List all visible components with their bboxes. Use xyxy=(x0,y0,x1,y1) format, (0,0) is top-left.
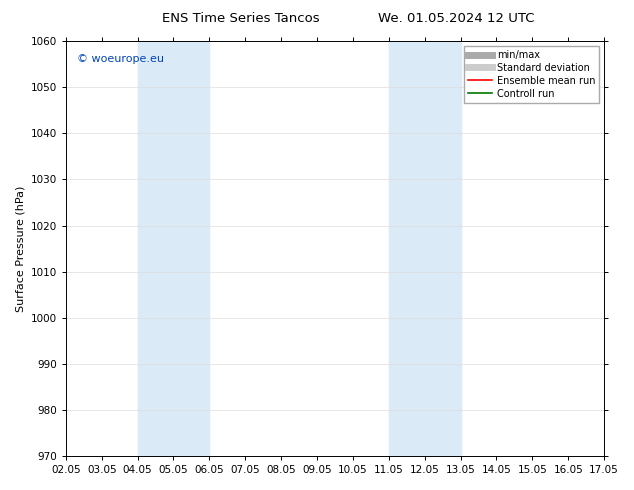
Y-axis label: Surface Pressure (hPa): Surface Pressure (hPa) xyxy=(15,185,25,312)
Bar xyxy=(389,41,460,456)
Bar xyxy=(138,41,209,456)
Text: © woeurope.eu: © woeurope.eu xyxy=(77,54,164,64)
Text: ENS Time Series Tancos: ENS Time Series Tancos xyxy=(162,12,320,25)
Legend: min/max, Standard deviation, Ensemble mean run, Controll run: min/max, Standard deviation, Ensemble me… xyxy=(464,46,599,102)
Text: We. 01.05.2024 12 UTC: We. 01.05.2024 12 UTC xyxy=(378,12,534,25)
